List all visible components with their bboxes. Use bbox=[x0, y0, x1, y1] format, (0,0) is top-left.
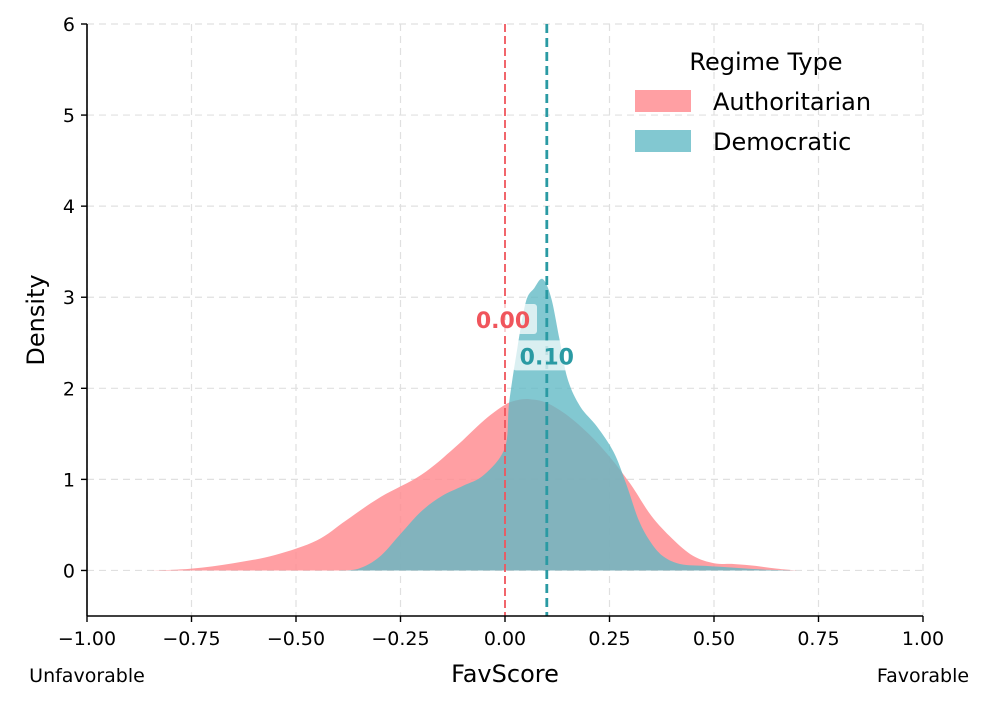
legend: Regime Type Authoritarian Democratic bbox=[635, 48, 871, 156]
density-area-democratic bbox=[337, 278, 798, 571]
x-tick-label-5: 0.25 bbox=[588, 628, 630, 650]
y-tick-label-4: 4 bbox=[63, 196, 75, 218]
legend-swatch-authoritarian bbox=[635, 90, 691, 112]
y-tick-label-2: 2 bbox=[63, 378, 75, 400]
x-tick-label-4: 0.00 bbox=[484, 628, 526, 650]
density-areas bbox=[149, 278, 798, 571]
mean-label-authoritarian: 0.00 bbox=[476, 309, 530, 334]
mean-label-democratic: 0.10 bbox=[520, 345, 574, 370]
x-tick-label-1: −0.75 bbox=[162, 628, 220, 650]
y-tick-label-3: 3 bbox=[63, 287, 75, 309]
x-tick-label-2: −0.50 bbox=[267, 628, 325, 650]
mean-label-bg-authoritarian bbox=[469, 304, 537, 334]
legend-entry-democratic: Democratic bbox=[713, 128, 851, 156]
x-tick-label-8: 1.00 bbox=[902, 628, 944, 650]
legend-entry-authoritarian: Authoritarian bbox=[713, 88, 871, 116]
y-tick-label-0: 0 bbox=[63, 560, 75, 582]
x-tick-label-7: 0.75 bbox=[797, 628, 839, 650]
y-tick-label-1: 1 bbox=[63, 469, 75, 491]
y-tick-label-5: 5 bbox=[63, 105, 75, 127]
mean-label-bg-democratic bbox=[512, 340, 581, 371]
mean-lines: 0.00 0.10 bbox=[469, 24, 581, 616]
legend-title: Regime Type bbox=[689, 48, 842, 76]
y-tick-label-6: 6 bbox=[63, 14, 75, 36]
x-right-annotation: Favorable bbox=[877, 665, 969, 687]
axis-text: −1.00 −0.75 −0.50 −0.25 0.00 0.25 0.50 0.75 1.00… bbox=[22, 14, 969, 688]
x-tick-label-0: −1.00 bbox=[58, 628, 116, 650]
axes bbox=[81, 23, 924, 622]
legend-swatch-democratic bbox=[635, 130, 691, 152]
x-tick-label-3: −0.25 bbox=[371, 628, 429, 650]
x-tick-label-6: 0.50 bbox=[693, 628, 735, 650]
x-axis-label: FavScore bbox=[451, 660, 559, 688]
x-left-annotation: Unfavorable bbox=[29, 665, 145, 687]
y-axis-label: Density bbox=[22, 274, 50, 365]
